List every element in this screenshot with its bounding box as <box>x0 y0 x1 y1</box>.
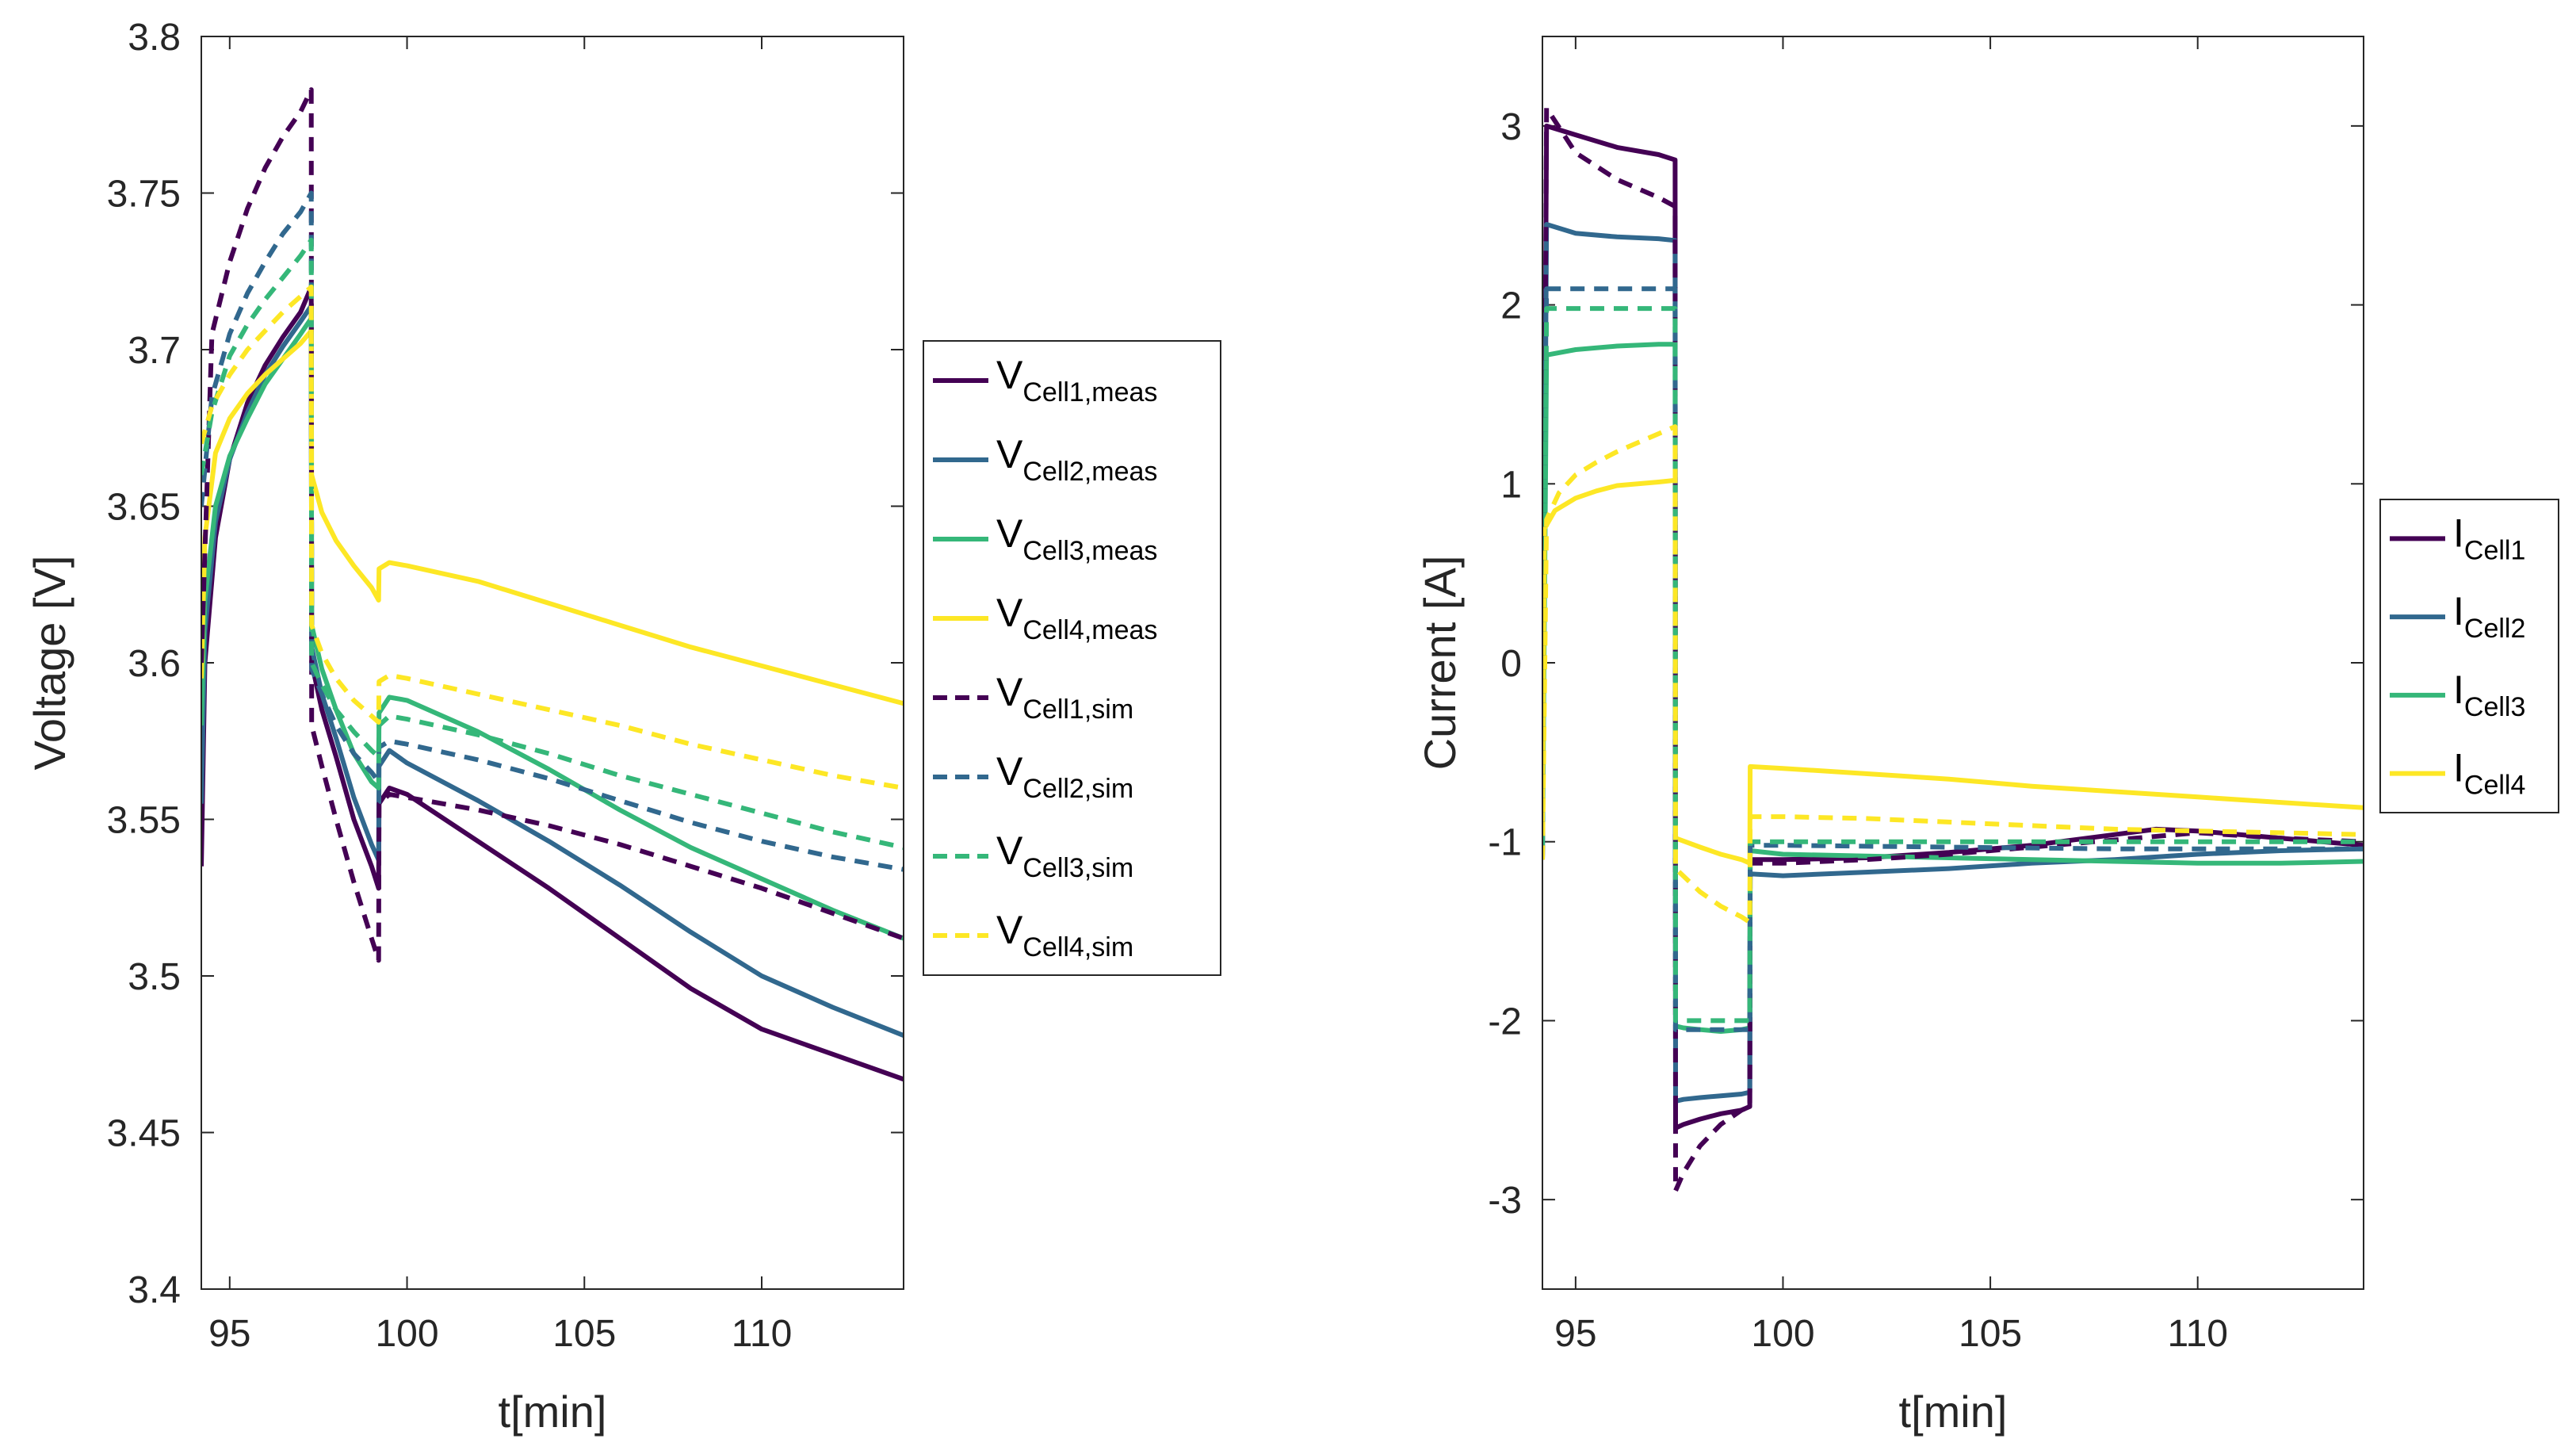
voltage-chart: 95 100 105 110 3.4 3.45 3.5 3.55 3.6 3.65 3.7 3.75 3… <box>25 17 1221 1437</box>
voltage-series-cell4-meas <box>201 328 904 706</box>
current-y-tick-label: -3 <box>1488 1180 1522 1222</box>
voltage-legend: VCell1,meas VCell2,meas VCell3,meas VCell4,… <box>923 340 1221 976</box>
voltage-x-axis-label: t[min] <box>499 1387 607 1437</box>
current-x-tick-label: 110 <box>2167 1313 2228 1355</box>
current-series-cell4 <box>1542 477 2364 866</box>
voltage-y-axis-label: Voltage [V] <box>25 556 75 771</box>
current-tick-labels: 95 100 105 110 -3 -2 -1 0 1 2 3 <box>1488 106 2228 1355</box>
voltage-series-cell2-sim <box>201 190 904 872</box>
voltage-x-tick-label: 105 <box>552 1313 616 1355</box>
voltage-legend-entry: VCell1,meas <box>996 353 1157 408</box>
voltage-legend-entry: VCell2,sim <box>996 749 1133 804</box>
current-y-tick-label: 2 <box>1500 285 1522 327</box>
voltage-legend-entry: VCell4,sim <box>996 908 1133 962</box>
current-legend-entry: ICell1 <box>2453 511 2525 565</box>
current-series-cell1 <box>1542 123 2364 1131</box>
voltage-legend-entry: VCell3,sim <box>996 828 1133 883</box>
current-series-cell3 <box>1542 342 2364 1034</box>
voltage-series-lines <box>201 87 904 1082</box>
voltage-y-tick-label: 3.55 <box>107 800 181 842</box>
voltage-tick-labels: 95 100 105 110 3.4 3.45 3.5 3.55 3.6 3.65 3.7 3.75 3… <box>107 17 793 1355</box>
current-series-cell2-sim <box>1542 286 2364 1032</box>
voltage-axes-box <box>201 36 904 1290</box>
voltage-axes-ticks <box>201 36 904 1290</box>
current-axes-ticks <box>1542 36 2364 1289</box>
voltage-y-tick-label: 3.8 <box>128 17 181 59</box>
current-x-tick-label: 95 <box>1554 1313 1596 1355</box>
current-x-tick-label: 100 <box>1751 1313 1814 1355</box>
voltage-y-tick-label: 3.4 <box>128 1269 181 1311</box>
current-x-axis-label: t[min] <box>1899 1387 2008 1437</box>
current-y-axis-label: Current [A] <box>1415 556 1465 771</box>
voltage-series-cell2-meas <box>201 303 904 1038</box>
voltage-y-tick-label: 3.5 <box>128 956 181 998</box>
current-y-tick-label: 1 <box>1500 464 1522 506</box>
current-y-tick-label: -2 <box>1488 1001 1522 1043</box>
voltage-legend-entry: VCell4,meas <box>996 591 1157 645</box>
current-x-tick-label: 105 <box>1959 1313 2022 1355</box>
voltage-x-tick-label: 110 <box>732 1313 793 1355</box>
current-series-lines <box>1542 105 2364 1193</box>
current-series-cell1-sim <box>1542 105 2364 1193</box>
current-legend-entry: ICell3 <box>2453 668 2525 722</box>
voltage-legend-entry: VCell2,meas <box>996 432 1157 487</box>
current-legend-box <box>2379 499 2559 813</box>
voltage-x-tick-label: 95 <box>208 1313 250 1355</box>
voltage-y-tick-label: 3.75 <box>107 174 181 216</box>
current-legend-entry: ICell2 <box>2453 589 2525 644</box>
voltage-y-tick-label: 3.45 <box>107 1113 181 1155</box>
current-y-tick-label: -1 <box>1488 822 1522 864</box>
current-series-cell2 <box>1542 222 2364 1104</box>
voltage-y-tick-label: 3.7 <box>128 330 181 372</box>
voltage-x-tick-label: 100 <box>375 1313 438 1355</box>
voltage-legend-box <box>923 340 1221 976</box>
voltage-legend-entry: VCell1,sim <box>996 670 1133 725</box>
current-y-tick-label: 0 <box>1500 643 1522 685</box>
current-legend: ICell1 ICell2 ICell3 ICell4 <box>2379 499 2559 813</box>
current-chart: 95 100 105 110 -3 -2 -1 0 1 2 3 t[min] Current [A]… <box>1415 36 2559 1437</box>
current-y-tick-label: 3 <box>1500 106 1522 148</box>
voltage-series-cell3-sim <box>201 237 904 850</box>
current-axes-box <box>1542 36 2364 1290</box>
current-series-cell3-sim <box>1542 306 2364 1024</box>
voltage-series-cell4-sim <box>201 285 904 790</box>
voltage-series-cell1-meas <box>201 285 904 1082</box>
voltage-series-cell1-sim <box>201 87 904 963</box>
voltage-y-tick-label: 3.6 <box>128 643 181 685</box>
voltage-legend-entry: VCell3,meas <box>996 511 1157 566</box>
voltage-y-tick-label: 3.65 <box>107 487 181 529</box>
current-legend-entry: ICell4 <box>2453 746 2525 801</box>
current-series-cell4-sim <box>1542 424 2364 925</box>
